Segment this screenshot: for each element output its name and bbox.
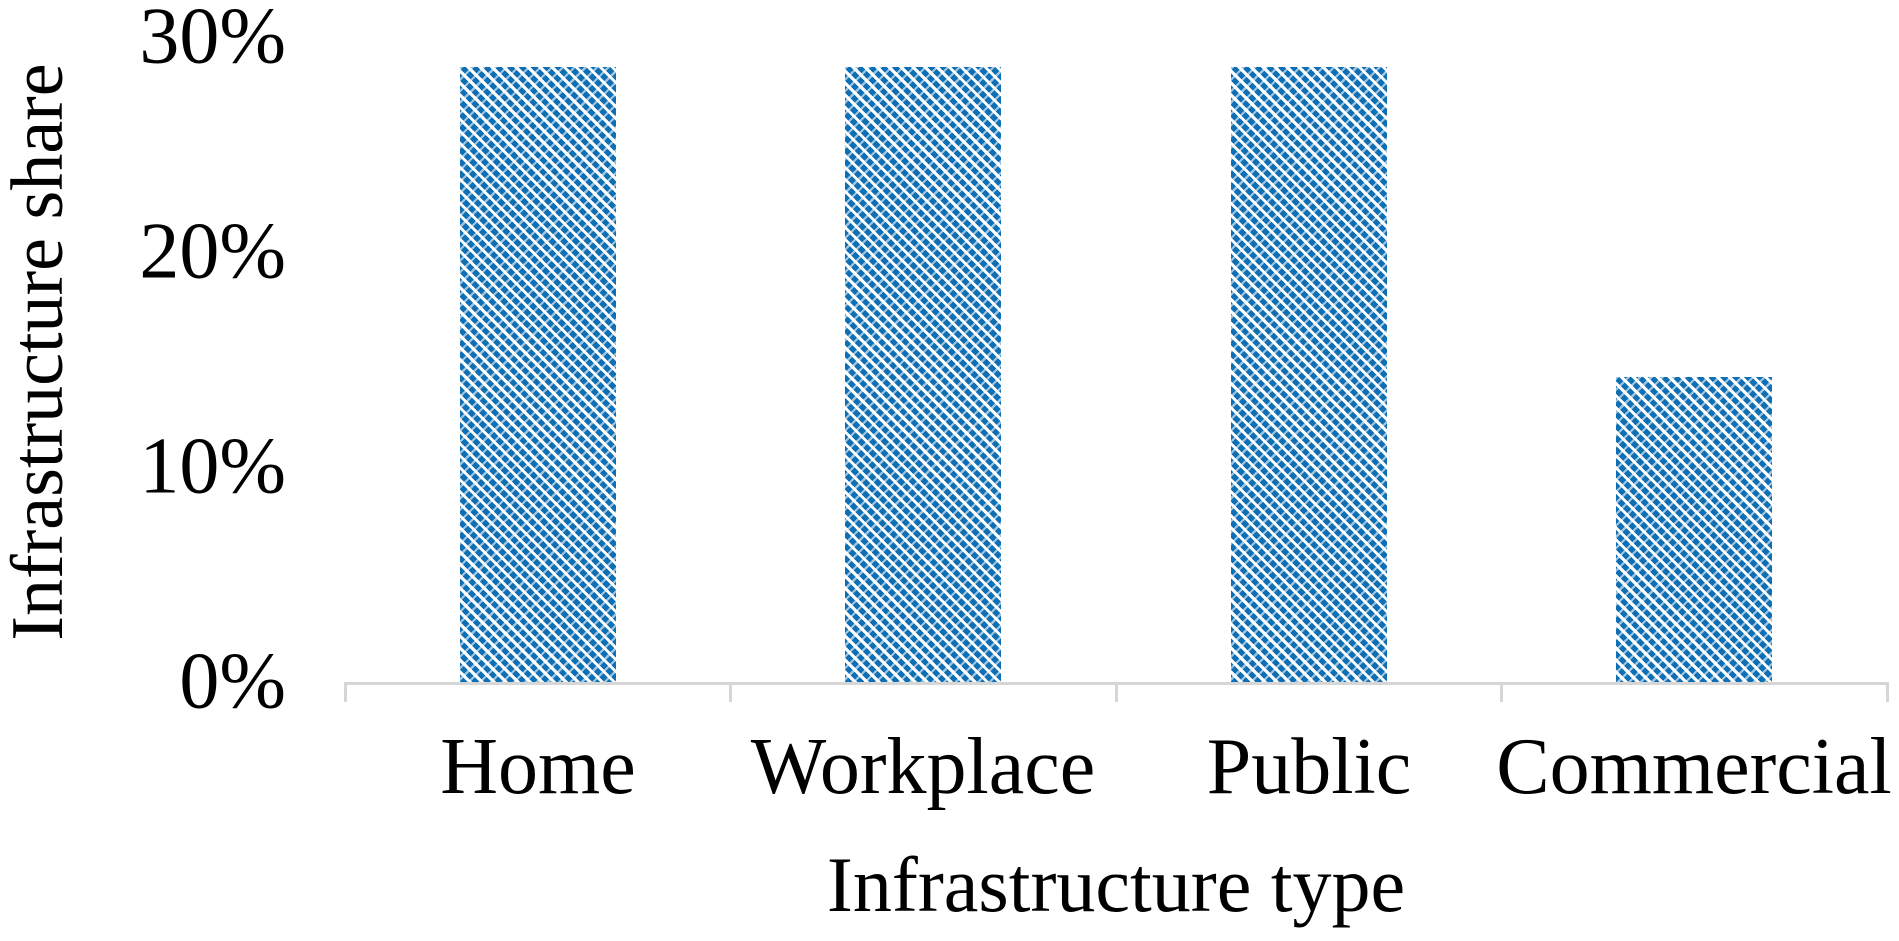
y-tick-label: 20% xyxy=(139,207,286,296)
category-label-home: Home xyxy=(440,723,636,811)
category-label-workplace: Workplace xyxy=(750,723,1096,811)
y-axis-title: Infrastructure share xyxy=(0,63,79,641)
x-axis-title: Infrastructure type xyxy=(826,841,1406,928)
x-axis-tick xyxy=(729,682,732,702)
bar-commercial xyxy=(1616,377,1772,682)
x-axis-tick xyxy=(1115,682,1118,702)
category-label-public: Public xyxy=(1206,723,1412,811)
bar-public xyxy=(1231,67,1387,682)
x-axis-tick xyxy=(344,682,347,702)
y-tick-label: 0% xyxy=(179,637,286,726)
category-label-commercial: Commercial xyxy=(1496,723,1892,811)
bar-home xyxy=(460,67,616,682)
bar-workplace xyxy=(845,67,1001,682)
x-axis-tick xyxy=(1886,682,1889,702)
y-tick-label: 10% xyxy=(139,422,286,511)
x-axis-tick xyxy=(1500,682,1503,702)
y-tick-label: 30% xyxy=(139,0,286,81)
